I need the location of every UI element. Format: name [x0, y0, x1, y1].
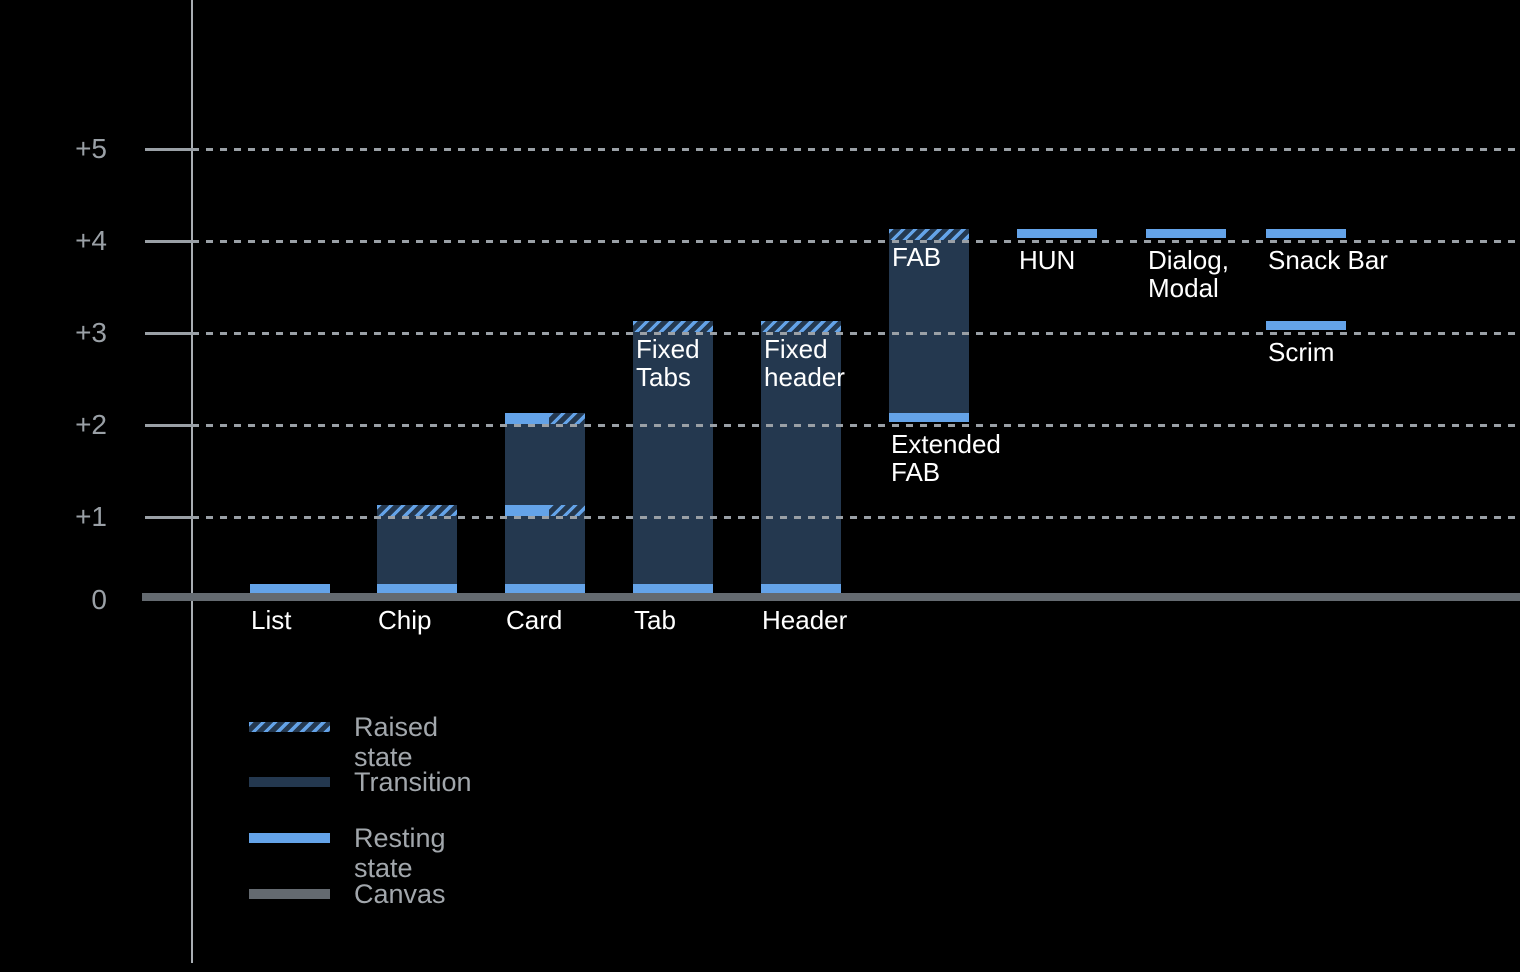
under-label-snack-bar: Snack Bar: [1268, 245, 1388, 275]
bar-list: [250, 0, 330, 972]
y-axis-tick-+1: [145, 516, 192, 519]
legend-label-raised: Raised state: [354, 712, 439, 772]
label-list: List: [251, 605, 292, 635]
bar-card-transition-segment: [505, 516, 585, 584]
bar-card-resting-raised-segment: [505, 413, 585, 424]
gridline-+5: [192, 148, 1520, 151]
inner-label-tab: Fixed Tabs: [636, 334, 700, 392]
y-axis-label-+5: +5: [75, 133, 107, 164]
gridline-+4: [192, 240, 1520, 243]
y-axis-label-0: 0: [91, 584, 107, 615]
bar-card-resting-half: [505, 413, 549, 424]
y-axis-tick-+3: [145, 332, 192, 335]
bar-snack-bar: [1266, 0, 1346, 972]
canvas-swatch-icon: [249, 889, 330, 899]
bar-scrim-resting-segment: [1266, 321, 1346, 330]
bar-header: [761, 0, 841, 972]
y-axis-line: [191, 0, 193, 963]
bar-fab-raised-segment: [889, 229, 969, 240]
transition-swatch-icon: [249, 777, 330, 787]
canvas-baseline: [142, 593, 1520, 601]
bar-header-raised-segment: [761, 321, 841, 332]
label-tab: Tab: [634, 605, 676, 635]
gridline-+1: [192, 516, 1520, 519]
bar-header-transition-segment: [761, 332, 841, 584]
y-axis-tick-+5: [145, 148, 192, 151]
bar-scrim: [1266, 0, 1346, 972]
bar-card-raised-half: [549, 413, 585, 424]
bar-card-resting-raised-segment: [505, 505, 585, 516]
bar-card-resting-segment: [505, 584, 585, 593]
label-card: Card: [506, 605, 563, 635]
bar-dialog-modal-resting-segment: [1146, 229, 1226, 238]
bar-tab: [633, 0, 713, 972]
bar-snack-bar-resting-segment: [1266, 229, 1346, 238]
under-label-fab: Extended FAB: [891, 429, 1001, 487]
y-axis-tick-+4: [145, 240, 192, 243]
bar-fab-transition-segment: [889, 240, 969, 413]
bar-tab-raised-segment: [633, 321, 713, 332]
under-label-hun: HUN: [1019, 245, 1076, 275]
gridline-+3: [192, 332, 1520, 335]
resting-swatch-icon: [249, 833, 330, 843]
gridline-+2: [192, 424, 1520, 427]
bar-fab-resting-segment: [889, 413, 969, 422]
raised-swatch-icon: [249, 722, 330, 732]
under-label-dialog-modal: Dialog, Modal: [1148, 245, 1229, 303]
bar-header-resting-segment: [761, 584, 841, 593]
bar-chip-resting-segment: [377, 584, 457, 593]
inner-label-header: Fixed header: [764, 334, 845, 392]
bar-chip-transition-segment: [377, 516, 457, 584]
bar-dialog-modal: [1146, 0, 1226, 972]
legend-label-transition: Transition: [354, 767, 472, 797]
bar-chip-raised-segment: [377, 505, 457, 516]
bar-list-resting-segment: [250, 584, 330, 593]
bar-card-raised-half: [549, 505, 585, 516]
bar-tab-transition-segment: [633, 332, 713, 584]
bar-card-transition-segment: [505, 424, 585, 505]
inner-label-fab: FAB: [892, 242, 942, 272]
bar-hun: [1017, 0, 1097, 972]
bar-card: [505, 0, 585, 972]
y-axis-label-+4: +4: [75, 225, 107, 256]
bar-fab: [889, 0, 969, 972]
y-axis-label-+1: +1: [75, 501, 107, 532]
y-axis-label-+3: +3: [75, 317, 107, 348]
legend-label-resting: Resting state: [354, 823, 446, 883]
y-axis-tick-+2: [145, 424, 192, 427]
y-axis-label-+2: +2: [75, 409, 107, 440]
legend-label-canvas: Canvas: [354, 879, 446, 909]
bar-chip: [377, 0, 457, 972]
bar-card-resting-half: [505, 505, 549, 516]
bar-tab-resting-segment: [633, 584, 713, 593]
bar-hun-resting-segment: [1017, 229, 1097, 238]
label-header: Header: [762, 605, 848, 635]
label-chip: Chip: [378, 605, 432, 635]
under-label-scrim: Scrim: [1268, 337, 1335, 367]
